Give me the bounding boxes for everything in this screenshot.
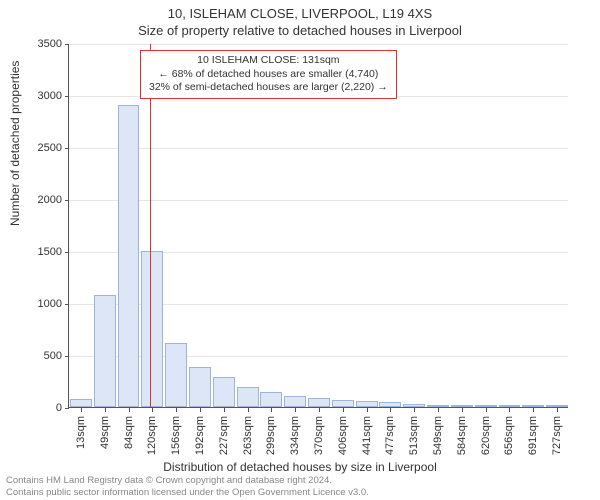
xtick-label: 192sqm — [194, 416, 206, 455]
xtick-label: 156sqm — [170, 416, 182, 455]
bar — [379, 402, 401, 407]
bar — [356, 401, 378, 407]
y-axis-label: Number of detached properties — [8, 61, 22, 226]
xtick-mark — [343, 408, 344, 412]
bar — [94, 295, 116, 407]
ytick-mark — [65, 96, 69, 97]
xtick-label: 84sqm — [123, 416, 135, 449]
xtick-label: 549sqm — [432, 416, 444, 455]
xtick-label: 584sqm — [456, 416, 468, 455]
xtick-mark — [438, 408, 439, 412]
xtick-mark — [81, 408, 82, 412]
annot-line1: 10 ISLEHAM CLOSE: 131sqm — [149, 54, 388, 68]
xtick-mark — [224, 408, 225, 412]
xtick-mark — [509, 408, 510, 412]
ytick-label: 500 — [22, 350, 62, 362]
ytick-mark — [65, 304, 69, 305]
xtick-label: 370sqm — [313, 416, 325, 455]
xtick-mark — [319, 408, 320, 412]
ytick-label: 0 — [22, 402, 62, 414]
bar — [451, 405, 473, 407]
ytick-label: 3000 — [22, 90, 62, 102]
bar — [427, 405, 449, 407]
xtick-mark — [176, 408, 177, 412]
gridline — [69, 200, 568, 201]
bar — [213, 377, 235, 407]
xtick-label: 13sqm — [75, 416, 87, 449]
ytick-label: 1000 — [22, 298, 62, 310]
gridline — [69, 44, 568, 45]
xtick-mark — [129, 408, 130, 412]
bar — [118, 105, 140, 407]
bar — [332, 400, 354, 407]
bar — [546, 405, 568, 407]
xtick-label: 727sqm — [551, 416, 563, 455]
ytick-mark — [65, 148, 69, 149]
ytick-label: 2000 — [22, 194, 62, 206]
xtick-label: 120sqm — [146, 416, 158, 455]
xtick-label: 620sqm — [480, 416, 492, 455]
xtick-label: 691sqm — [527, 416, 539, 455]
bar — [141, 251, 163, 407]
xtick-mark — [486, 408, 487, 412]
xtick-label: 299sqm — [265, 416, 277, 455]
xtick-label: 263sqm — [242, 416, 254, 455]
annot-line2: ← 68% of detached houses are smaller (4,… — [149, 68, 388, 82]
footer-attribution: Contains HM Land Registry data © Crown c… — [6, 475, 369, 498]
ytick-mark — [65, 408, 69, 409]
xtick-mark — [105, 408, 106, 412]
ytick-mark — [65, 44, 69, 45]
xtick-mark — [533, 408, 534, 412]
annot-line3: 32% of semi-detached houses are larger (… — [149, 81, 388, 95]
bar — [70, 399, 92, 407]
x-axis-label: Distribution of detached houses by size … — [0, 460, 600, 474]
xtick-label: 227sqm — [218, 416, 230, 455]
xtick-label: 656sqm — [503, 416, 515, 455]
xtick-mark — [390, 408, 391, 412]
xtick-mark — [414, 408, 415, 412]
ytick-label: 1500 — [22, 246, 62, 258]
title-sub: Size of property relative to detached ho… — [0, 21, 600, 42]
bar — [403, 404, 425, 407]
bar — [284, 396, 306, 407]
xtick-mark — [271, 408, 272, 412]
xtick-mark — [295, 408, 296, 412]
bar — [499, 405, 521, 407]
xtick-mark — [200, 408, 201, 412]
bar — [165, 343, 187, 407]
bar — [189, 367, 211, 407]
bar — [308, 398, 330, 407]
xtick-label: 334sqm — [289, 416, 301, 455]
ytick-label: 2500 — [22, 142, 62, 154]
xtick-mark — [557, 408, 558, 412]
annotation-box: 10 ISLEHAM CLOSE: 131sqm ← 68% of detach… — [140, 50, 397, 99]
gridline — [69, 148, 568, 149]
footer-line2: Contains public sector information licen… — [6, 487, 369, 498]
xtick-label: 406sqm — [337, 416, 349, 455]
ytick-label: 3500 — [22, 38, 62, 50]
bar — [475, 405, 497, 407]
ytick-mark — [65, 356, 69, 357]
chart-area: 13sqm49sqm84sqm120sqm156sqm192sqm227sqm2… — [68, 44, 568, 408]
xtick-label: 49sqm — [99, 416, 111, 449]
bar — [260, 392, 282, 407]
xtick-mark — [367, 408, 368, 412]
xtick-label: 513sqm — [408, 416, 420, 455]
xtick-mark — [152, 408, 153, 412]
xtick-mark — [462, 408, 463, 412]
xtick-mark — [248, 408, 249, 412]
ytick-mark — [65, 200, 69, 201]
ytick-mark — [65, 252, 69, 253]
xtick-label: 441sqm — [361, 416, 373, 455]
footer-line1: Contains HM Land Registry data © Crown c… — [6, 475, 369, 486]
title-main: 10, ISLEHAM CLOSE, LIVERPOOL, L19 4XS — [0, 0, 600, 21]
xtick-label: 477sqm — [384, 416, 396, 455]
bar — [522, 405, 544, 407]
bar — [237, 387, 259, 407]
